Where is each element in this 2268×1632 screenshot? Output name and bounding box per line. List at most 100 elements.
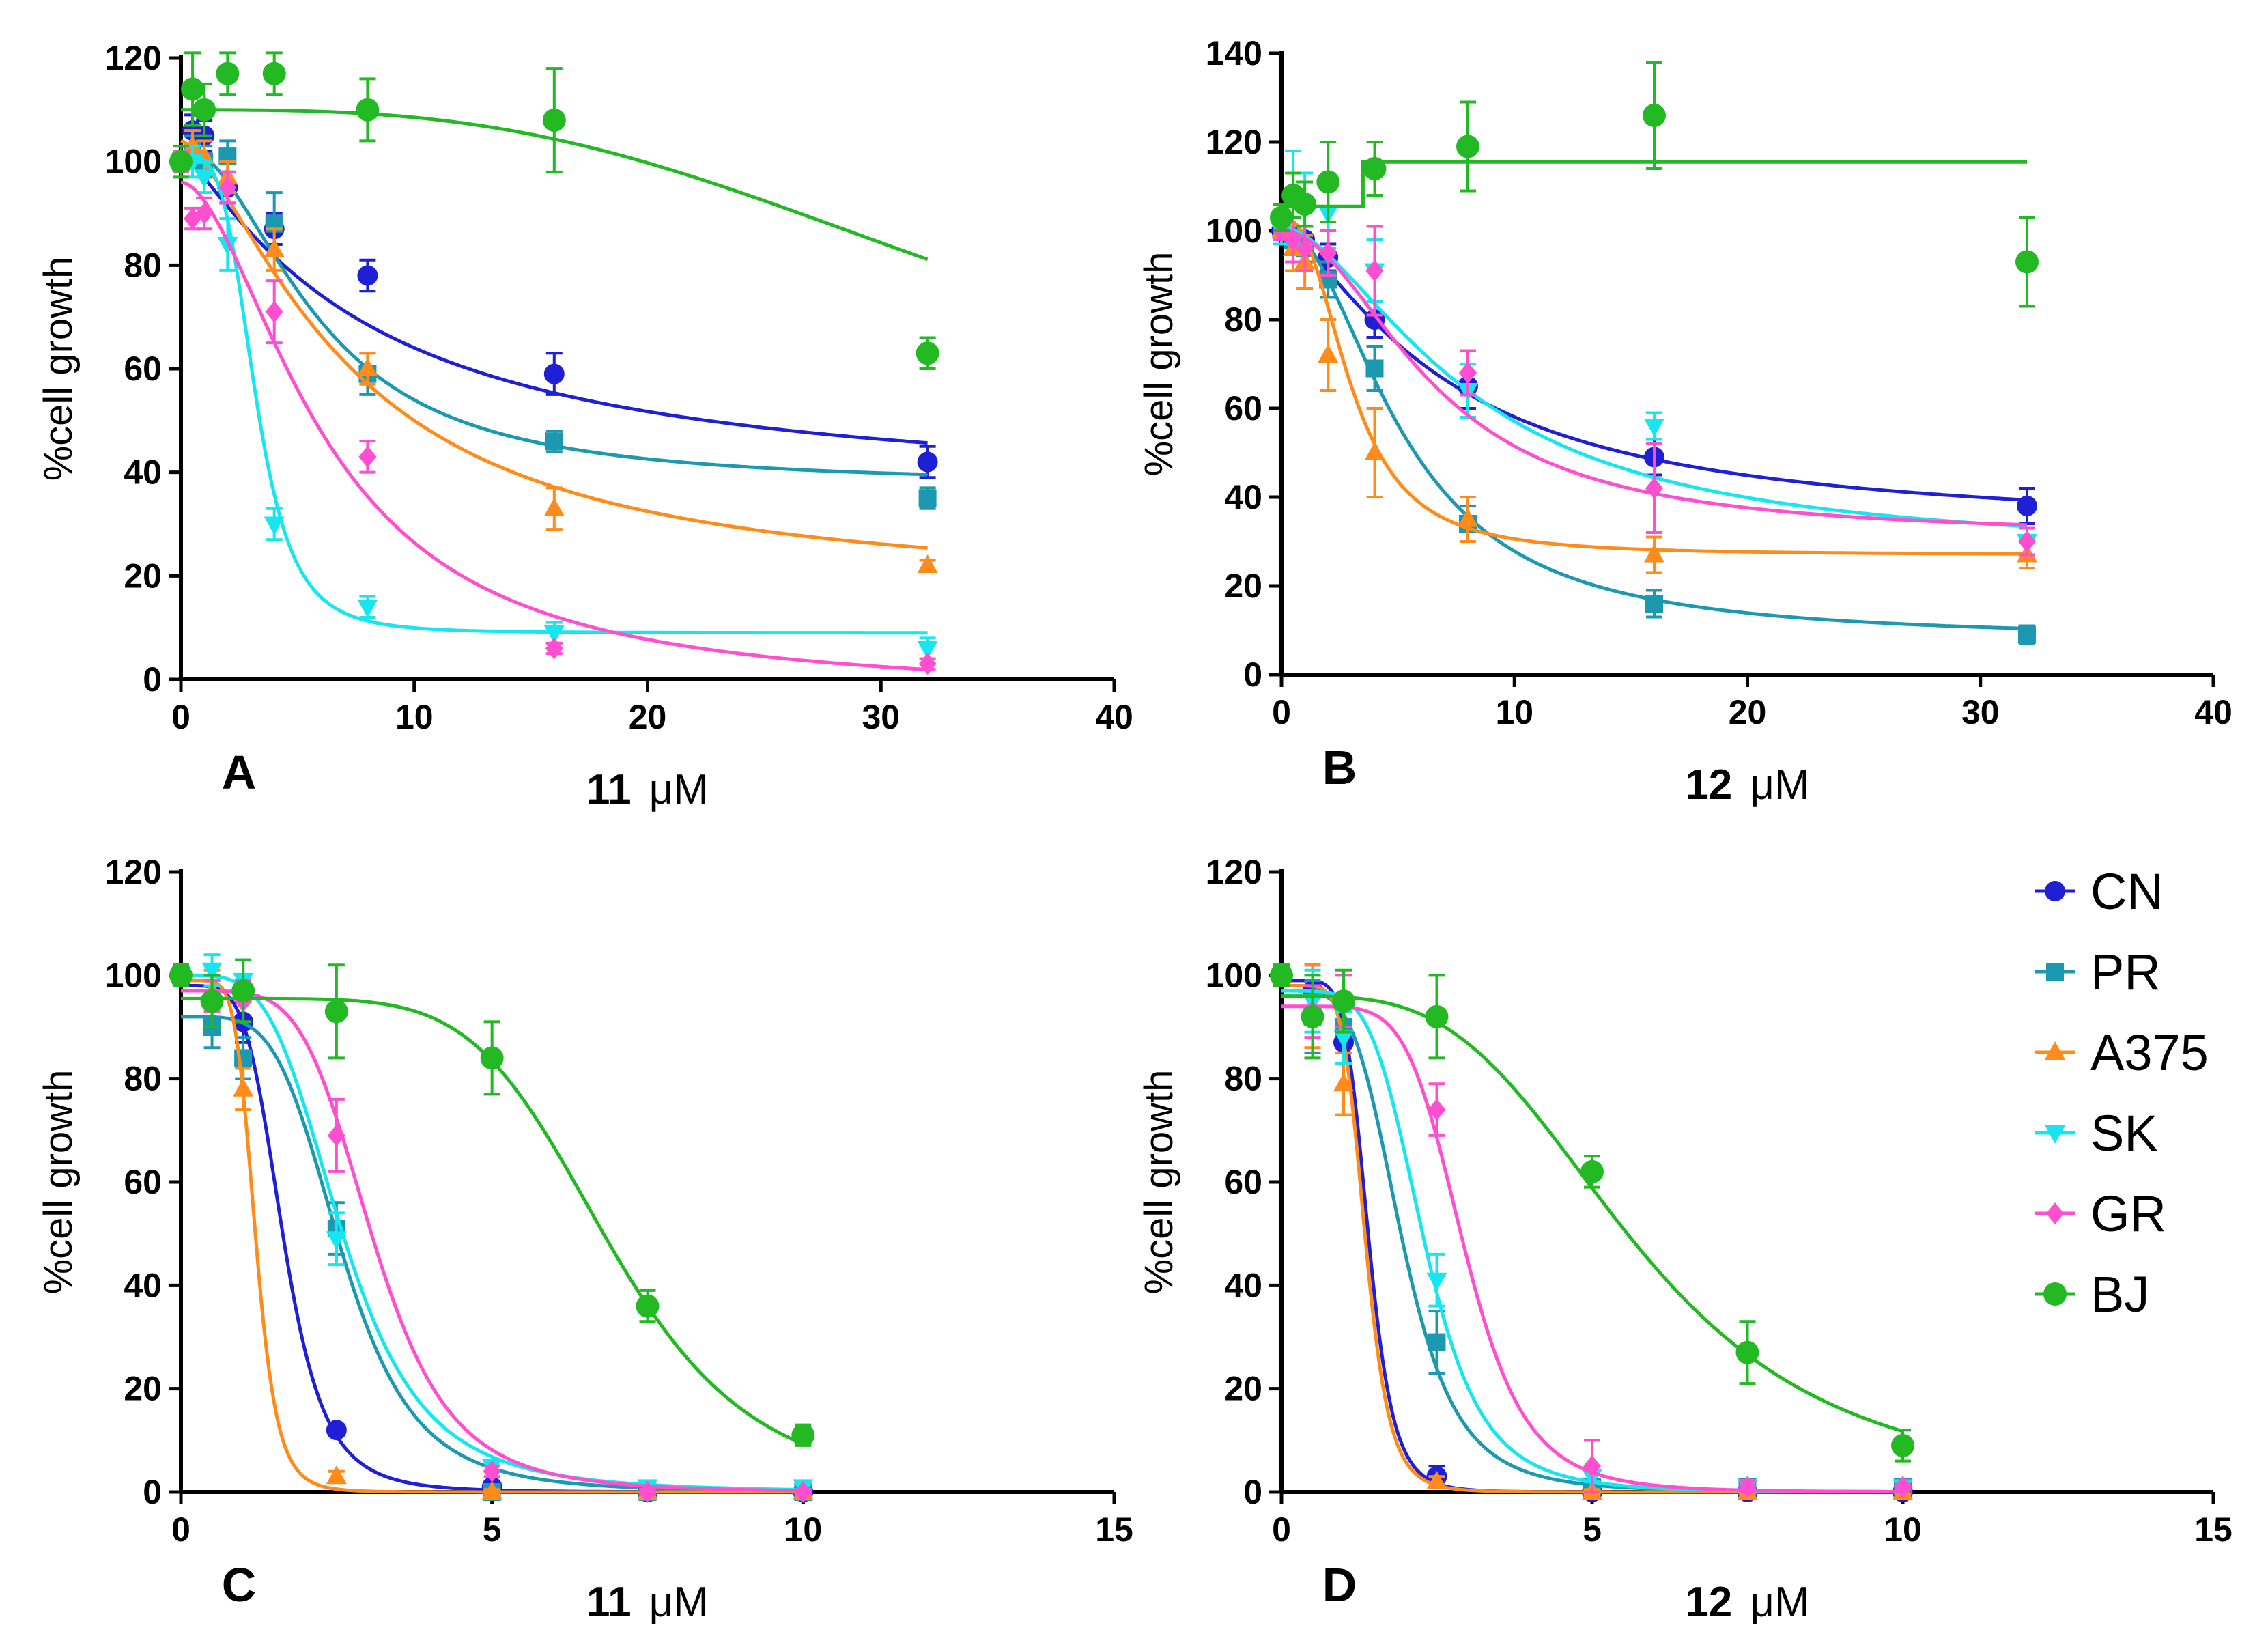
data-point-a375	[1333, 1073, 1354, 1092]
series-gr	[172, 963, 812, 1503]
x-tick-label: 0	[171, 1510, 190, 1549]
compound-label: 11	[586, 1579, 632, 1626]
y-tick-label: 80	[1224, 1060, 1262, 1098]
data-point-gr	[638, 1481, 657, 1503]
data-point-bj	[324, 1000, 348, 1024]
legend-label: CN	[2090, 863, 2164, 920]
legend-item-bj: BJ	[2035, 1266, 2149, 1323]
y-tick-label: 20	[1224, 1370, 1262, 1408]
y-tick-label: 100	[1206, 956, 1262, 994]
data-point-sk	[201, 962, 223, 981]
data-point-bj	[356, 98, 380, 122]
data-point-bj	[916, 341, 939, 365]
x-tick-label: 0	[171, 698, 190, 736]
series-bj	[169, 958, 815, 1447]
data-point-gr	[918, 653, 937, 675]
data-point-gr	[483, 1460, 501, 1482]
fit-curve-gr	[181, 989, 804, 1493]
data-point-cn	[326, 1420, 347, 1441]
y-tick-label: 100	[105, 956, 162, 994]
y-axis-title: %cell growth	[36, 1070, 81, 1295]
data-point-bj	[542, 109, 566, 132]
legend-item-gr: GR	[2035, 1185, 2166, 1242]
data-point-sk	[1644, 419, 1664, 437]
data-point-bj	[169, 963, 193, 987]
data-point-sk	[1333, 1030, 1354, 1049]
data-point-pr	[2046, 963, 2064, 981]
legend-label: A375	[2090, 1024, 2209, 1081]
data-point-sk	[217, 237, 238, 255]
x-tick-label: 40	[2194, 693, 2232, 731]
y-tick-label: 0	[1243, 656, 1262, 694]
compound-label: 12	[1685, 761, 1732, 808]
panel-letter: B	[1322, 741, 1357, 794]
data-point-a375	[2045, 1041, 2065, 1060]
data-point-bj	[169, 150, 193, 173]
data-point-bj	[2043, 1282, 2067, 1306]
data-point-sk	[543, 625, 565, 644]
data-point-pr	[918, 489, 937, 507]
y-tick-label: 120	[1206, 123, 1262, 161]
data-point-gr	[1645, 477, 1663, 499]
data-point-cn	[2045, 881, 2065, 901]
x-tick-label: 30	[1961, 693, 2000, 731]
fit-curve-bj	[1281, 160, 2027, 208]
data-point-gr	[195, 202, 214, 225]
data-point-bj	[1643, 104, 1666, 127]
data-point-bj	[1270, 963, 1293, 987]
y-tick-label: 20	[124, 557, 162, 595]
legend-item-cn: CN	[2035, 863, 2164, 920]
data-point-cn	[543, 363, 565, 384]
data-point-bj	[1363, 157, 1387, 180]
y-tick-label: 0	[143, 1473, 162, 1511]
y-tick-label: 0	[1243, 1473, 1262, 1511]
data-point-a375	[481, 1481, 502, 1500]
compound-label: 12	[1685, 1579, 1732, 1626]
x-tick-label: 10	[784, 1510, 823, 1549]
data-point-pr	[1645, 595, 1663, 613]
data-point-gr	[1319, 242, 1337, 264]
data-point-pr	[1428, 1333, 1446, 1351]
chart-panel-c: 0 20 40 60 80 100 120 0 5 10 15 %cell growth C 11 μM	[36, 853, 1133, 1626]
data-point-sk	[264, 516, 285, 535]
data-point-bj	[200, 989, 224, 1013]
series-gr	[1273, 216, 2036, 557]
data-point-pr	[1365, 359, 1384, 378]
legend-item-sk: SK	[2035, 1105, 2158, 1162]
y-tick-label: 100	[105, 143, 162, 181]
data-point-gr	[545, 637, 563, 660]
data-point-bj	[791, 1423, 815, 1447]
legend-item-a375: A375	[2035, 1024, 2209, 1081]
x-tick-label: 40	[1095, 698, 1133, 736]
legend-label: GR	[2090, 1185, 2166, 1242]
x-tick-label: 30	[862, 698, 900, 736]
data-point-a375	[182, 135, 203, 154]
fit-curve-gr	[180, 180, 928, 672]
data-point-bj	[1735, 1340, 1759, 1364]
panel-letter: D	[1322, 1558, 1357, 1612]
data-point-a375	[1364, 442, 1385, 460]
data-point-bj	[1316, 170, 1340, 194]
y-axis-title: %cell growth	[36, 257, 81, 481]
series-bj	[1270, 61, 2039, 308]
legend: CN PR A375 SK GR BJ	[2035, 863, 2209, 1323]
data-point-a375	[357, 358, 378, 376]
data-point-sk	[1426, 1272, 1447, 1291]
data-point-a375	[1644, 544, 1664, 563]
data-point-a375	[543, 497, 565, 516]
data-point-bj	[231, 979, 255, 1003]
chart-panel-b: 0 20 40 60 80 100 120 140 0 10 20 30 40 %cell growth B…	[1137, 34, 2232, 808]
data-point-sk	[917, 641, 938, 660]
x-axis-title: 12 μM	[1685, 761, 1809, 808]
y-tick-label: 120	[105, 853, 162, 891]
data-point-cn	[2017, 496, 2037, 516]
data-point-bj	[262, 61, 286, 85]
y-tick-label: 40	[1224, 478, 1262, 516]
y-tick-label: 40	[124, 1266, 162, 1304]
x-tick-label: 20	[629, 698, 667, 736]
x-axis-title: 11 μM	[586, 1579, 709, 1626]
y-tick-label: 80	[124, 1060, 162, 1098]
data-point-bj	[2015, 250, 2039, 274]
y-tick-label: 0	[143, 660, 162, 699]
